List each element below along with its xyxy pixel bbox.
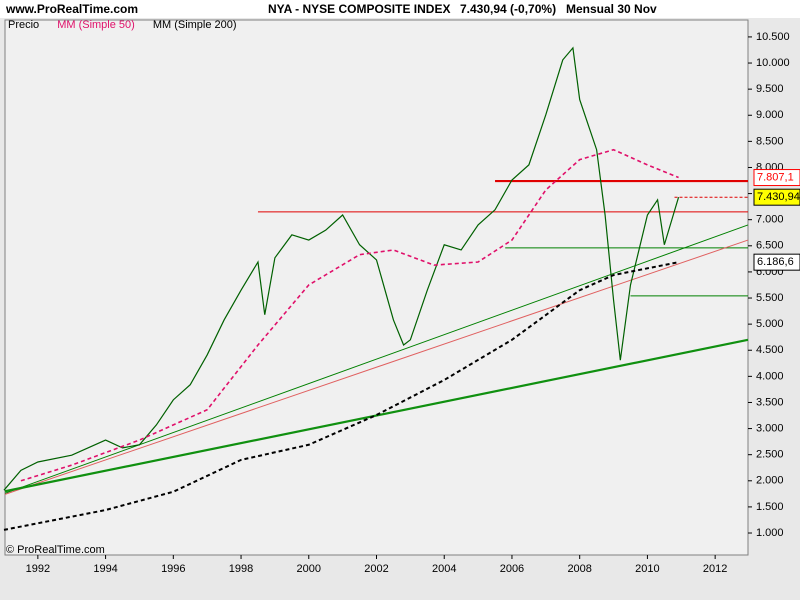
legend-entry: MM (Simple 200) bbox=[153, 19, 237, 31]
series-line bbox=[20, 148, 679, 482]
reference-line bbox=[4, 239, 749, 495]
y-tick-label: 8.500 bbox=[756, 135, 784, 147]
y-tick-label: 7.000 bbox=[756, 214, 784, 226]
x-tick-label: 2008 bbox=[567, 563, 591, 575]
y-tick-label: 9.500 bbox=[756, 83, 784, 95]
y-tick-label: 5.000 bbox=[756, 318, 784, 330]
legend-entry: MM (Simple 50) bbox=[57, 19, 135, 31]
reference-line bbox=[4, 338, 749, 493]
x-tick-label: 1992 bbox=[26, 563, 50, 575]
x-tick-label: 2006 bbox=[500, 563, 524, 575]
x-tick-label: 2010 bbox=[635, 563, 659, 575]
header-bar bbox=[0, 0, 800, 18]
value-box bbox=[753, 253, 800, 271]
chart-subtitle: 7.430,94 (-0,70%) bbox=[460, 2, 556, 16]
plot-area bbox=[4, 19, 749, 556]
x-tick-label: 1996 bbox=[161, 563, 185, 575]
y-tick-label: 3.500 bbox=[756, 396, 784, 408]
series-line bbox=[3, 46, 680, 491]
y-tick-label: 4.000 bbox=[756, 370, 784, 382]
y-tick-label: 10.500 bbox=[756, 31, 790, 43]
x-tick-label: 1994 bbox=[93, 563, 117, 575]
y-tick-label: 2.500 bbox=[756, 449, 784, 461]
value-box bbox=[753, 188, 800, 206]
y-tick-label: 3.000 bbox=[756, 422, 784, 434]
value-label: 6.186,6 bbox=[757, 256, 794, 268]
chart-title: NYA - NYSE COMPOSITE INDEX bbox=[268, 2, 450, 16]
value-box bbox=[753, 169, 800, 187]
y-tick-label: 10.000 bbox=[756, 57, 790, 69]
x-tick-label: 1998 bbox=[229, 563, 253, 575]
x-tick-label: 2004 bbox=[432, 563, 456, 575]
period: Mensual 30 Nov bbox=[566, 2, 657, 16]
x-tick-label: 2012 bbox=[703, 563, 727, 575]
legend-entry: Precio bbox=[8, 19, 39, 31]
y-tick-label: 9.000 bbox=[756, 109, 784, 121]
y-tick-label: 1.000 bbox=[756, 527, 784, 539]
y-tick-label: 6.500 bbox=[756, 240, 784, 252]
y-tick-label: 1.500 bbox=[756, 501, 784, 513]
series-line bbox=[3, 261, 679, 531]
value-label: 7.430,94 bbox=[757, 191, 800, 203]
y-tick-label: 2.000 bbox=[756, 475, 784, 487]
site: www.ProRealTime.com bbox=[5, 2, 138, 16]
value-label: 7.807,1 bbox=[757, 171, 794, 183]
x-tick-label: 2002 bbox=[364, 563, 388, 575]
y-tick-label: 5.500 bbox=[756, 292, 784, 304]
y-tick-label: 4.500 bbox=[756, 344, 784, 356]
x-tick-label: 2000 bbox=[297, 563, 321, 575]
reference-line bbox=[4, 224, 749, 494]
footer: © ProRealTime.com bbox=[6, 544, 105, 556]
